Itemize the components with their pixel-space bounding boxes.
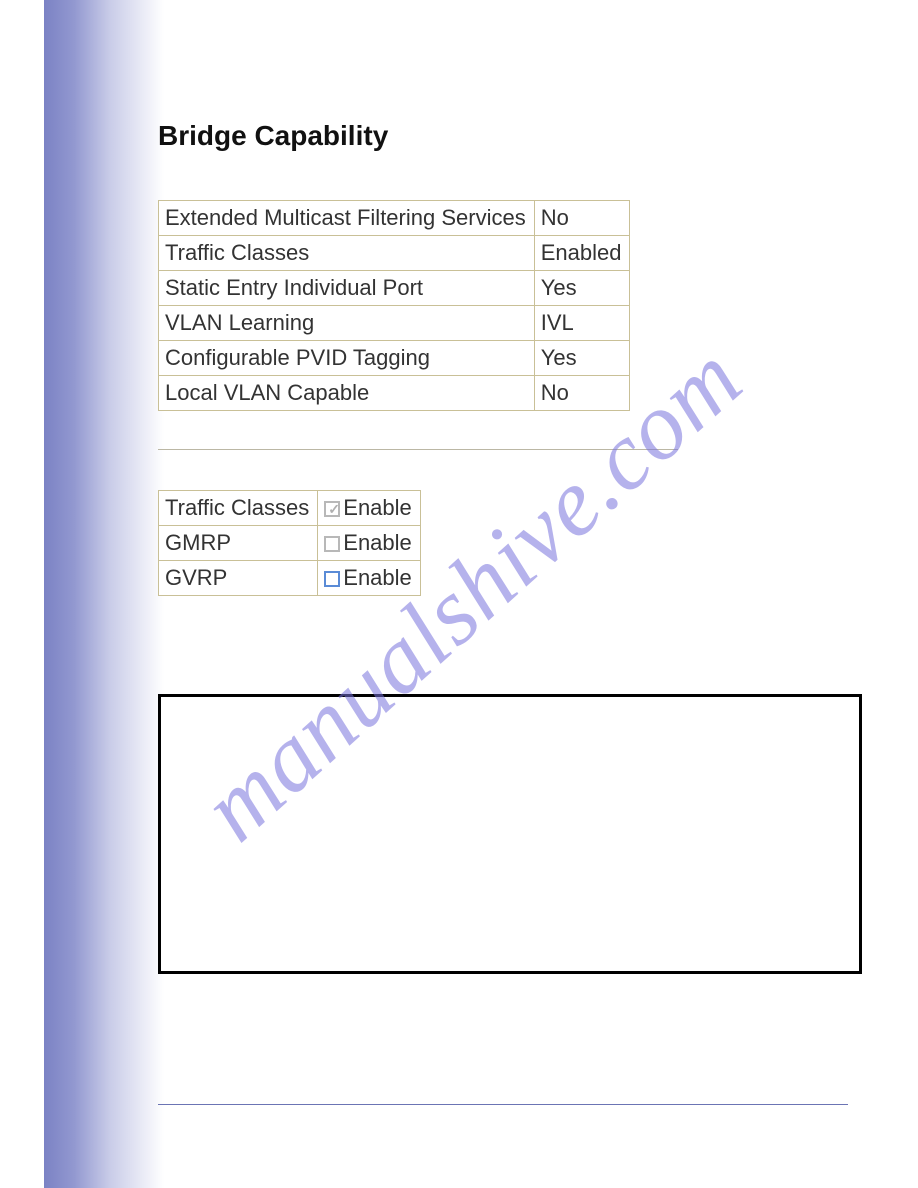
table-row: Configurable PVID Tagging Yes — [159, 341, 630, 376]
table-row: Traffic Classes Enabled — [159, 236, 630, 271]
table-row: Traffic Classes ✓Enable — [159, 491, 421, 526]
table-row: GMRP Enable — [159, 526, 421, 561]
page-content: Bridge Capability Extended Multicast Fil… — [158, 120, 858, 974]
capability-label: Local VLAN Capable — [159, 376, 535, 411]
enable-label: Enable — [343, 495, 412, 520]
option-label: Traffic Classes — [159, 491, 318, 526]
capability-value: No — [534, 201, 630, 236]
footer-divider — [158, 1104, 848, 1105]
check-icon: ✓ — [328, 501, 340, 517]
table-row: GVRP Enable — [159, 561, 421, 596]
table-row: Static Entry Individual Port Yes — [159, 271, 630, 306]
options-table: Traffic Classes ✓Enable GMRP Enable GVRP… — [158, 490, 421, 596]
capability-value: IVL — [534, 306, 630, 341]
page-title: Bridge Capability — [158, 120, 858, 152]
option-label: GMRP — [159, 526, 318, 561]
left-gradient-bar — [44, 0, 164, 1188]
option-cell: ✓Enable — [318, 491, 421, 526]
capability-value: Yes — [534, 271, 630, 306]
table-row: VLAN Learning IVL — [159, 306, 630, 341]
enable-label: Enable — [343, 565, 412, 590]
capability-value: No — [534, 376, 630, 411]
capability-label: VLAN Learning — [159, 306, 535, 341]
checkbox-gvrp[interactable] — [324, 571, 340, 587]
section-divider — [158, 449, 678, 450]
option-cell: Enable — [318, 526, 421, 561]
capability-label: Extended Multicast Filtering Services — [159, 201, 535, 236]
capability-label: Traffic Classes — [159, 236, 535, 271]
enable-label: Enable — [343, 530, 412, 555]
option-cell: Enable — [318, 561, 421, 596]
capability-label: Static Entry Individual Port — [159, 271, 535, 306]
capability-value: Yes — [534, 341, 630, 376]
content-placeholder-box — [158, 694, 862, 974]
capability-label: Configurable PVID Tagging — [159, 341, 535, 376]
checkbox-gmrp[interactable] — [324, 536, 340, 552]
table-row: Local VLAN Capable No — [159, 376, 630, 411]
capability-table: Extended Multicast Filtering Services No… — [158, 200, 630, 411]
capability-value: Enabled — [534, 236, 630, 271]
option-label: GVRP — [159, 561, 318, 596]
checkbox-traffic-classes[interactable]: ✓ — [324, 501, 340, 517]
table-row: Extended Multicast Filtering Services No — [159, 201, 630, 236]
